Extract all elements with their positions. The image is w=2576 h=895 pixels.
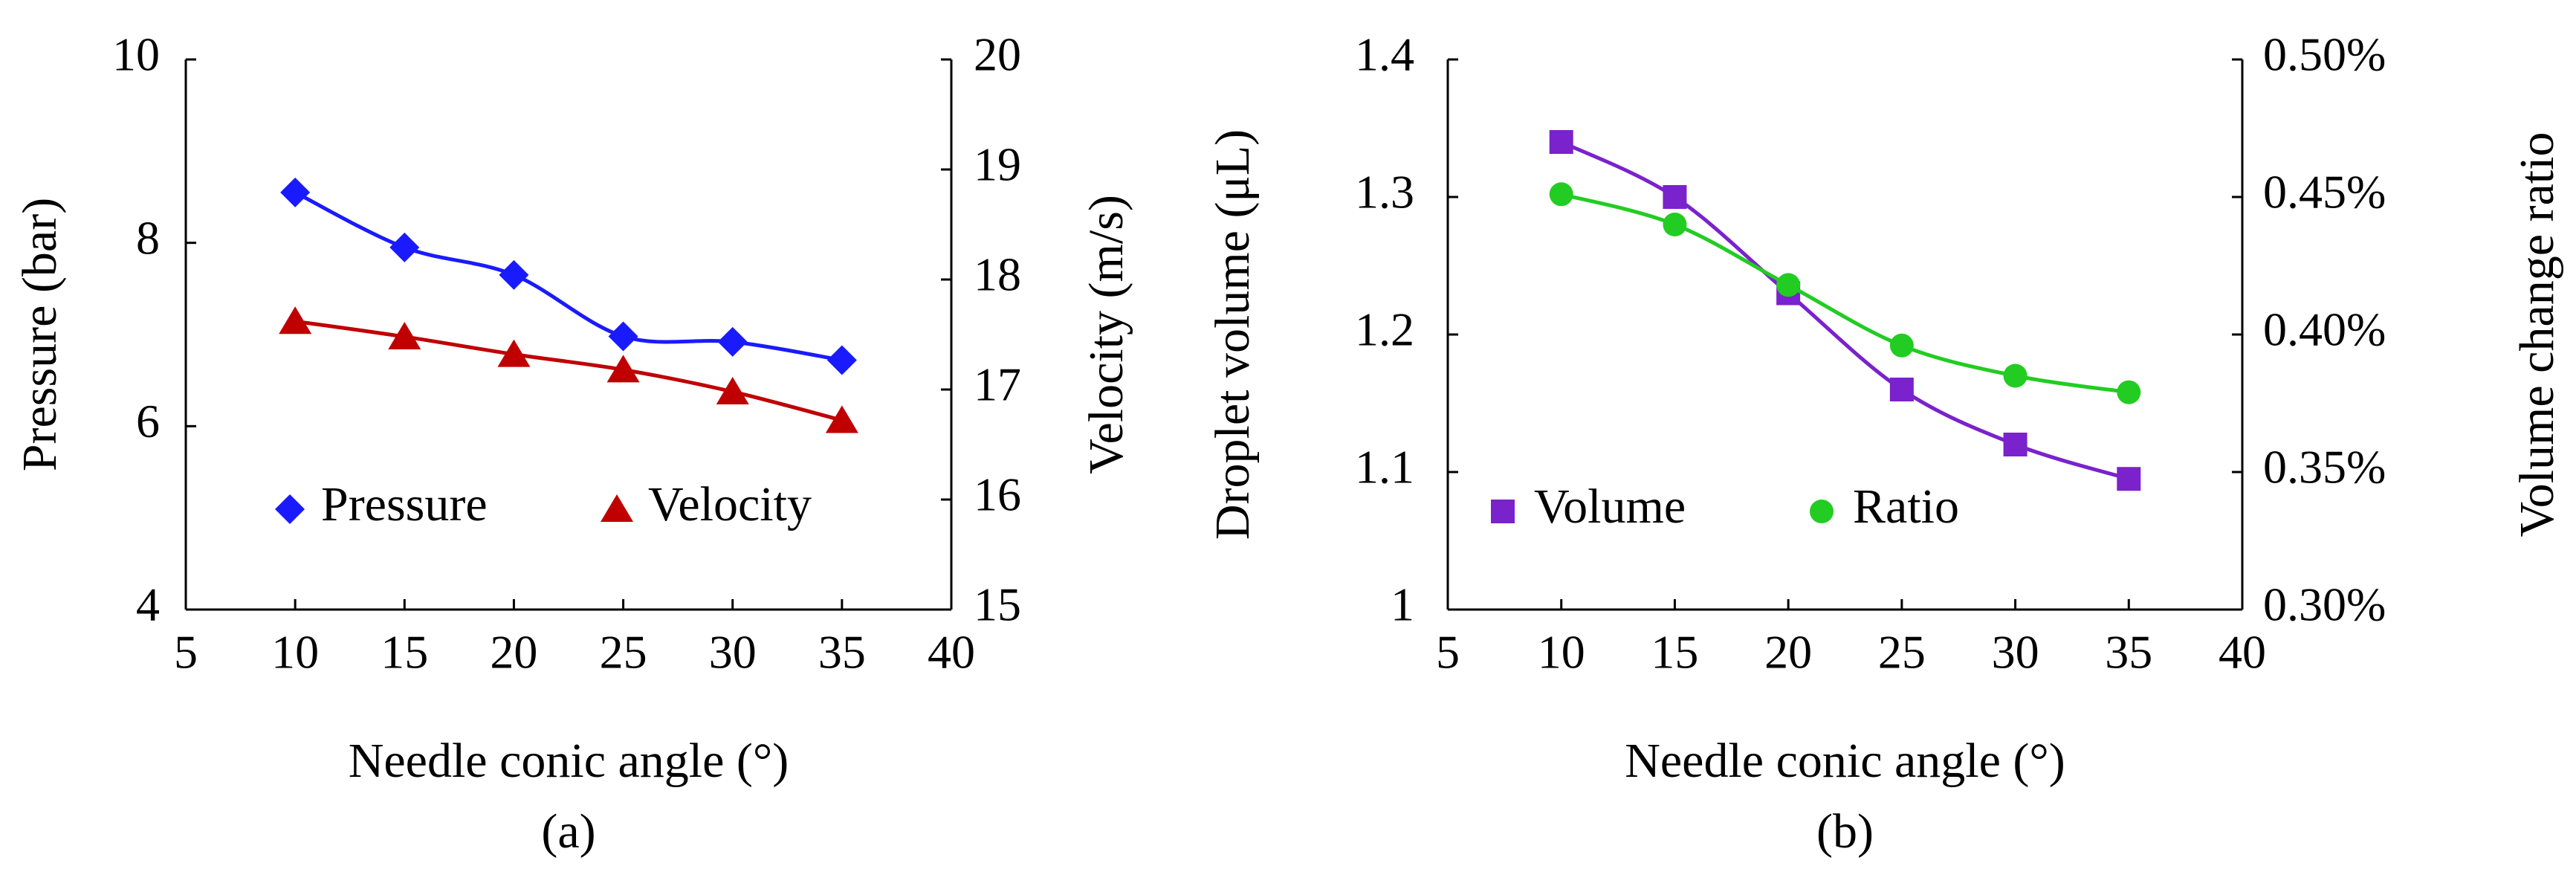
x-tick-label: 25 [1878, 626, 1926, 679]
legend-marker-volume [1491, 500, 1515, 523]
y-left-tick-label: 1.1 [1355, 441, 1414, 494]
y-left-axis-title: Droplet volume (μL) [1206, 129, 1260, 540]
data-point-pressure [280, 177, 311, 207]
x-tick-label: 10 [1538, 626, 1585, 679]
legend-label-ratio: Ratio [1853, 479, 1959, 534]
y-left-tick-label: 6 [136, 395, 160, 448]
panel-label: (a) [541, 804, 595, 859]
data-point-velocity [279, 306, 312, 335]
data-point-volume [2003, 433, 2028, 456]
y-right-tick-label: 0.30% [2263, 578, 2386, 631]
x-tick-label: 30 [709, 626, 757, 679]
data-point-velocity [606, 355, 640, 383]
legend-marker-ratio [1810, 500, 1834, 523]
x-tick-label: 40 [2219, 626, 2266, 679]
data-point-ratio [2003, 364, 2028, 388]
data-point-ratio [2117, 380, 2141, 404]
series-line-velocity [294, 319, 843, 422]
y-right-axis-title: Velocity (m/s) [1079, 195, 1133, 474]
x-tick-label: 5 [1436, 626, 1460, 679]
y-left-tick-label: 8 [136, 211, 160, 264]
data-point-velocity [716, 376, 749, 404]
y-left-tick-label: 10 [112, 28, 160, 81]
legend-marker-velocity [601, 494, 633, 522]
y-right-tick-label: 0.40% [2263, 303, 2386, 356]
x-tick-label: 20 [490, 626, 537, 679]
series-line-ratio [1561, 192, 2129, 395]
legend-label-pressure: Pressure [321, 477, 488, 531]
data-point-pressure [826, 345, 857, 375]
x-tick-label: 25 [600, 626, 647, 679]
x-tick-label: 10 [271, 626, 319, 679]
data-point-pressure [717, 326, 748, 357]
series-line-volume [1560, 140, 2130, 481]
legend-label-velocity: Velocity [648, 477, 812, 531]
x-tick-label: 5 [174, 626, 198, 679]
y-left-tick-label: 4 [136, 578, 160, 631]
y-left-tick-label: 1.2 [1355, 303, 1414, 356]
data-point-volume [2117, 467, 2141, 491]
data-point-pressure [499, 259, 529, 290]
panel-label: (b) [1816, 804, 1874, 859]
y-right-tick-label: 20 [974, 28, 1021, 81]
x-tick-label: 35 [818, 626, 866, 679]
data-point-pressure [608, 321, 638, 352]
data-point-velocity [825, 405, 858, 433]
y-left-axis-title: Pressure (bar) [13, 198, 67, 471]
x-tick-label: 30 [1992, 626, 2039, 679]
y-right-tick-label: 0.50% [2263, 28, 2386, 81]
data-point-velocity [388, 321, 421, 349]
data-point-volume [1889, 378, 1914, 401]
data-point-volume [1663, 185, 1687, 209]
series-line-pressure [294, 190, 843, 362]
x-tick-label: 40 [928, 626, 975, 679]
y-right-tick-label: 0.45% [2263, 166, 2386, 219]
x-tick-label: 35 [2105, 626, 2152, 679]
y-right-tick-label: 16 [974, 468, 1021, 521]
x-tick-label: 20 [1764, 626, 1812, 679]
y-right-axis-title: Volume change ratio [2510, 132, 2564, 537]
x-axis-title: Needle conic angle (°) [1625, 734, 2065, 788]
y-right-tick-label: 19 [974, 138, 1021, 191]
data-point-ratio [1776, 273, 1801, 297]
y-left-tick-label: 1.3 [1355, 166, 1414, 219]
data-point-ratio [1889, 333, 1914, 358]
x-tick-label: 15 [381, 626, 428, 679]
y-left-tick-label: 1 [1391, 578, 1414, 631]
y-left-tick-label: 1.4 [1355, 28, 1414, 81]
x-axis-title: Needle conic angle (°) [349, 734, 789, 788]
chart-panel-a: 5 10 15 20 25 30 35 40 4 6 8 10 15 16 17 18 19 20 Needle c… [13, 28, 1133, 859]
data-point-pressure [389, 232, 420, 262]
data-point-ratio [1663, 213, 1687, 236]
chart-panel-b: 5 10 15 20 25 30 35 40 1 1.1 1.2 1.3 1.4 0.30% 0.35% 0.… [1206, 28, 2564, 859]
x-tick-label: 15 [1651, 626, 1698, 679]
legend-label-volume: Volume [1534, 479, 1686, 534]
data-point-volume [1549, 130, 1573, 154]
y-right-tick-label: 18 [974, 248, 1021, 301]
y-right-tick-label: 17 [974, 358, 1021, 411]
y-right-tick-label: 15 [974, 578, 1021, 631]
data-point-ratio [1549, 182, 1573, 207]
y-right-tick-label: 0.35% [2263, 441, 2386, 494]
legend-marker-pressure [275, 494, 305, 524]
data-point-velocity [497, 339, 531, 367]
